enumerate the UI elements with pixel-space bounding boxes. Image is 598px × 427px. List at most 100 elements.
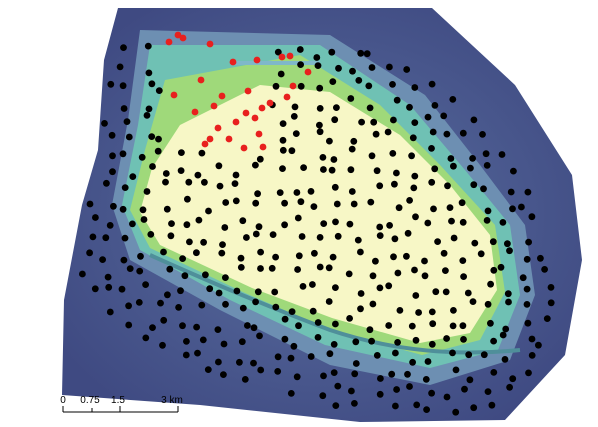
- sample-point: [184, 221, 191, 228]
- sample-point: [367, 326, 374, 333]
- sample-point: [357, 50, 364, 57]
- sample-point: [450, 323, 457, 330]
- sample-point: [403, 66, 410, 73]
- sample-point: [313, 54, 320, 61]
- sample-point: [219, 241, 226, 248]
- sample-point: [432, 288, 439, 295]
- sample-point: [250, 360, 257, 367]
- sample-point: [164, 206, 171, 213]
- sample-point: [335, 65, 342, 72]
- sample-point: [390, 253, 397, 260]
- sample-point: [443, 335, 450, 342]
- sample-point: [332, 219, 339, 226]
- sample-point: [406, 197, 413, 204]
- sample-point: [431, 165, 438, 172]
- sample-point: [296, 252, 303, 259]
- sample-point: [315, 319, 322, 326]
- sample-point: [388, 371, 395, 378]
- sample-point: [183, 338, 190, 345]
- sample-point: [222, 301, 229, 308]
- sample-point: [411, 119, 418, 126]
- sample-point: [289, 308, 296, 315]
- sample-point: [525, 370, 532, 377]
- sample-point: [444, 182, 451, 189]
- highlighted-point: [252, 115, 259, 122]
- sample-point: [423, 376, 430, 383]
- sample-point: [525, 320, 532, 327]
- sample-point: [397, 307, 404, 314]
- sample-point: [373, 131, 380, 138]
- sample-point: [389, 150, 396, 157]
- scale-label: 0: [60, 395, 66, 406]
- sample-point: [390, 117, 397, 124]
- sample-point: [122, 235, 129, 242]
- sample-point: [453, 367, 460, 374]
- sample-point: [502, 356, 509, 363]
- sample-point: [422, 272, 429, 279]
- sample-point: [252, 299, 259, 306]
- sample-point: [109, 168, 116, 175]
- sample-point: [179, 322, 186, 329]
- sample-point: [448, 218, 455, 225]
- sample-point: [102, 234, 109, 241]
- sample-point: [182, 272, 189, 279]
- sample-point: [162, 179, 169, 186]
- sample-point: [432, 102, 439, 109]
- highlighted-point: [241, 145, 248, 152]
- sample-point: [205, 208, 212, 215]
- sample-point: [198, 302, 205, 309]
- scale-label: 0.75: [80, 395, 100, 406]
- sample-point: [331, 156, 338, 163]
- sample-point: [529, 336, 536, 343]
- sample-point: [408, 152, 415, 159]
- sample-point: [370, 272, 377, 279]
- sample-point: [120, 206, 127, 213]
- sample-point: [273, 83, 280, 90]
- sample-point: [394, 339, 401, 346]
- sample-point: [79, 271, 86, 278]
- sample-point: [449, 350, 456, 357]
- sample-point: [126, 134, 133, 141]
- sample-point: [392, 350, 399, 357]
- sample-point: [298, 198, 305, 205]
- sample-point: [460, 273, 467, 280]
- highlighted-point: [202, 141, 209, 148]
- sample-point: [465, 290, 472, 297]
- scale-label: 3 km: [161, 395, 183, 406]
- sample-point: [510, 168, 517, 175]
- sample-point: [206, 285, 213, 292]
- sample-point: [469, 155, 476, 162]
- sample-point: [524, 301, 531, 308]
- sample-point: [489, 402, 496, 409]
- sample-point: [498, 264, 505, 271]
- sample-point: [329, 167, 336, 174]
- sample-point: [535, 342, 542, 349]
- highlighted-point: [207, 41, 214, 48]
- sample-point: [239, 217, 246, 224]
- sample-point: [415, 309, 422, 316]
- sample-point: [298, 83, 305, 90]
- sample-point: [509, 205, 516, 212]
- sample-point: [166, 266, 173, 273]
- sample-point: [215, 326, 222, 333]
- highlighted-point: [245, 88, 252, 95]
- highlighted-point: [219, 93, 226, 100]
- sample-point: [444, 394, 451, 401]
- sample-point: [317, 264, 324, 271]
- sample-point: [127, 265, 134, 272]
- sample-point: [395, 270, 402, 277]
- sample-point: [178, 167, 185, 174]
- sample-point: [425, 358, 432, 365]
- sample-point: [442, 267, 449, 274]
- sample-point: [311, 250, 318, 257]
- sample-point: [479, 131, 486, 138]
- sample-point: [351, 201, 358, 208]
- sample-point: [202, 271, 209, 278]
- sample-point: [309, 281, 316, 288]
- sample-point: [349, 68, 356, 75]
- sample-point: [137, 253, 144, 260]
- sample-point: [294, 189, 301, 196]
- sample-point: [282, 316, 289, 323]
- sample-point: [317, 105, 324, 112]
- sample-point: [147, 231, 154, 238]
